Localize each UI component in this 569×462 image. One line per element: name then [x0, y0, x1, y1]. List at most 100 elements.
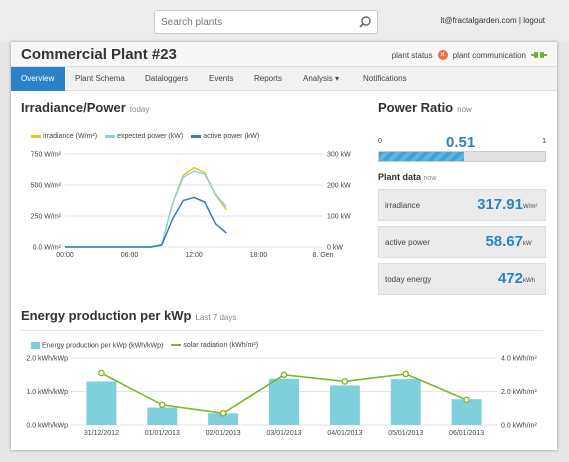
- solar-radiation-point: [463, 396, 470, 404]
- tab-dataloggers[interactable]: Dataloggers: [145, 74, 189, 83]
- bar: [86, 381, 117, 425]
- data-value-irradiance: 317.91: [477, 196, 523, 213]
- x-tick-label: 31/12/2012: [84, 430, 119, 437]
- solar-radiation-point: [402, 370, 410, 378]
- energy-production-chart: 0.0 kWh/kWp 0.0 kWh/m² 1.0 kWh/kWp 2.0 kWh/…: [26, 356, 537, 438]
- tab-analysis[interactable]: Analysis ▾: [303, 74, 340, 83]
- legend-label-energy: Energy production per kWp (kWh/kWp): [42, 342, 164, 350]
- legend-label-irradiance: irradiance (W/m²): [43, 133, 98, 140]
- legend-label-active: active power (kW): [203, 133, 260, 140]
- x-tick-label: 04/01/2013: [327, 430, 362, 437]
- power-ratio-section-title: Power Ratio now: [378, 100, 472, 115]
- legend-item-irradiance[interactable]: irradiance (W/m²): [31, 133, 97, 140]
- series-line-expected: [65, 170, 227, 248]
- solar-radiation-point: [341, 378, 349, 385]
- search-box[interactable]: [154, 10, 378, 34]
- logout-link[interactable]: logout: [523, 16, 545, 25]
- series-line-active: [65, 196, 227, 248]
- plant-communication-label: plant communication: [452, 50, 526, 60]
- bar: [329, 385, 360, 425]
- y-tick-label-right: 0 kW: [327, 245, 343, 252]
- plant-status-label: plant status: [391, 50, 433, 60]
- bar: [390, 379, 421, 425]
- plant-data-title: Plant data: [378, 172, 422, 182]
- legend-item-active[interactable]: active power (kW): [191, 133, 259, 140]
- plug-connected-icon[interactable]: [531, 51, 547, 59]
- tab-events[interactable]: Events: [209, 74, 234, 83]
- irradiance-legend: irradiance (W/m²) expected power (kW) ac…: [31, 133, 259, 140]
- y-tick-label-left: 500 W/m²: [31, 183, 62, 190]
- legend-item-expected[interactable]: expected power (kW): [105, 133, 183, 140]
- data-unit-irradiance: W/m²: [523, 204, 538, 210]
- y-tick-label-right: 100 kW: [327, 214, 351, 221]
- y-tick-label-left: 250 W/m²: [31, 214, 62, 221]
- y-tick-label-right: 2.0 kWh/m²: [501, 389, 537, 396]
- irradiance-subtitle: today: [129, 105, 150, 114]
- irradiance-title: Irradiance/Power: [21, 100, 126, 115]
- power-ratio-subtitle: now: [457, 105, 472, 114]
- y-tick-label-right: 0.0 kWh/m²: [501, 423, 537, 430]
- legend-item-solar[interactable]: solar radiation (kWh/m²): [171, 342, 258, 349]
- energy-section-title: Energy production per kWp Last 7 days: [21, 308, 236, 323]
- data-unit-today-energy: kWh: [523, 278, 535, 284]
- user-menu: lt@fractalgarden.com | logout: [441, 16, 546, 25]
- x-tick-label: 00:00: [56, 252, 74, 259]
- solar-radiation-point: [98, 369, 105, 377]
- bar: [208, 413, 239, 425]
- ratio-value: 0.51: [446, 134, 476, 151]
- plant-tabs: Overview Plant Schema Dataloggers Events…: [11, 67, 557, 91]
- tab-plant-schema[interactable]: Plant Schema: [75, 74, 125, 83]
- irradiance-power-chart: 0.0 W/m² 0 kW 250 W/m² 100 kW 500 W/m² 200 kW…: [31, 152, 351, 260]
- solar-radiation-point: [158, 401, 166, 409]
- tab-notifications[interactable]: Notifications: [363, 74, 407, 83]
- y-tick-label-left: 0.0 kWh/kWp: [26, 423, 68, 430]
- plant-data-subtitle: now: [423, 175, 437, 182]
- user-separator: |: [518, 16, 521, 25]
- bar: [269, 378, 299, 425]
- y-tick-label-left: 2.0 kWh/kWp: [26, 356, 68, 363]
- plant-header: Commercial Plant #23 plant status × plan…: [11, 42, 557, 67]
- user-email[interactable]: lt@fractalgarden.com: [440, 16, 517, 25]
- page-title: Commercial Plant #23: [21, 46, 177, 63]
- section-divider: [21, 330, 543, 331]
- energy-subtitle: Last 7 days: [195, 313, 237, 322]
- y-tick-label-left: 0.0 W/m²: [33, 245, 62, 252]
- data-label-active-power: active power: [385, 238, 430, 247]
- tab-reports[interactable]: Reports: [254, 74, 283, 83]
- ratio-fill: [379, 152, 464, 161]
- legend-label-solar: solar radiation (kWh/m²): [183, 342, 259, 350]
- bar: [147, 407, 178, 425]
- x-tick-label: 05/01/2013: [388, 430, 423, 437]
- x-tick-label: 02/01/2013: [206, 430, 241, 437]
- x-tick-label: 01/01/2013: [145, 430, 180, 437]
- bar: [451, 399, 482, 425]
- energy-legend: Energy production per kWp (kWh/kWp) sola…: [31, 342, 258, 349]
- power-ratio-gauge: 0 0.51 1: [378, 134, 546, 164]
- ratio-max-label: 1: [542, 138, 546, 145]
- ratio-min-label: 0: [378, 138, 382, 145]
- energy-title: Energy production per kWp: [21, 308, 192, 323]
- power-ratio-title: Power Ratio: [378, 100, 454, 115]
- top-bar: lt@fractalgarden.com | logout: [0, 0, 569, 42]
- x-tick-label: 18:00: [250, 252, 268, 259]
- data-label-today-energy: today energy: [385, 275, 432, 284]
- data-card-irradiance: irradiance 317.91 W/m²: [378, 189, 546, 221]
- data-card-today-energy: today energy 472 kWh: [378, 263, 546, 295]
- ratio-track: [378, 151, 546, 162]
- search-input[interactable]: [155, 11, 345, 33]
- y-tick-label-left: 750 W/m²: [31, 152, 62, 159]
- legend-item-energy[interactable]: Energy production per kWp (kWh/kWp): [31, 342, 163, 349]
- series-line-irradiance: [65, 166, 227, 248]
- tab-overview[interactable]: Overview: [11, 67, 65, 91]
- y-tick-label-left: 1.0 kWh/kWp: [26, 389, 68, 396]
- x-tick-label: 8. Gen: [312, 252, 333, 259]
- data-unit-active-power: kW: [523, 241, 532, 247]
- search-icon[interactable]: [358, 15, 372, 29]
- solar-radiation-point: [219, 409, 227, 417]
- plant-data-heading: Plant data now: [378, 172, 436, 182]
- plant-panel: Commercial Plant #23 plant status × plan…: [11, 42, 557, 450]
- x-tick-label: 06/01/2013: [449, 430, 484, 437]
- y-tick-label-right: 200 kW: [327, 183, 351, 190]
- status-error-icon[interactable]: ×: [437, 50, 448, 60]
- data-label-irradiance: irradiance: [385, 201, 421, 210]
